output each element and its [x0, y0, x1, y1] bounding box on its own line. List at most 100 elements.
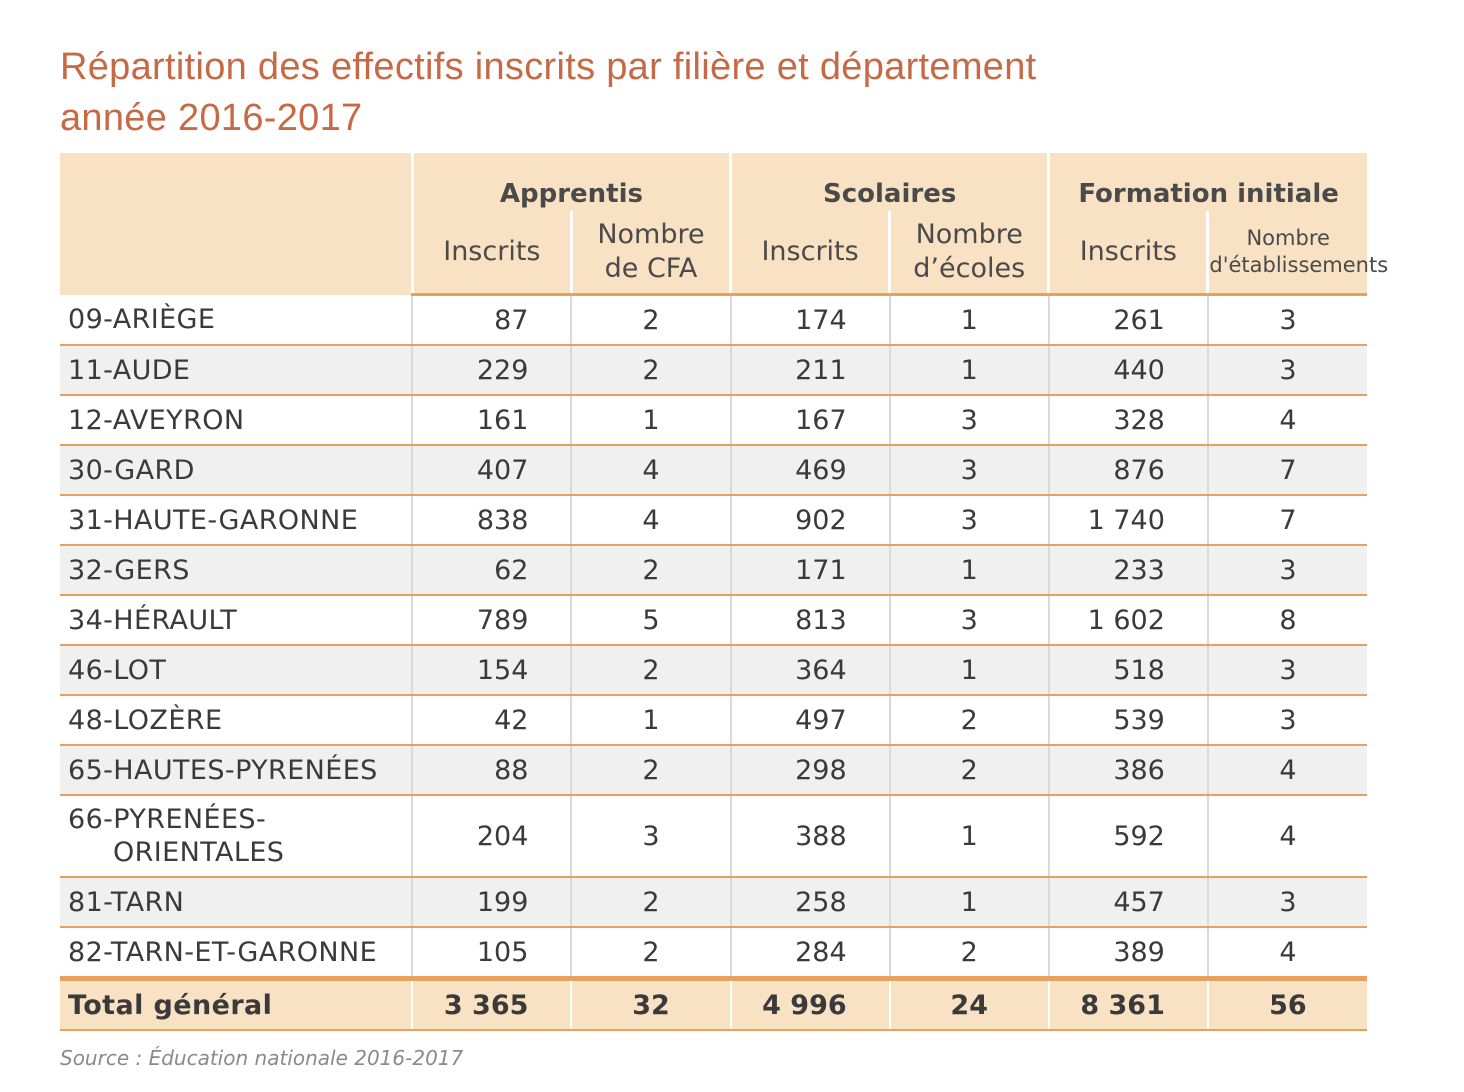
formation-inscrits-cell: 1 740 — [1047, 495, 1208, 546]
scolaires-inscrits-cell: 902 — [729, 495, 890, 546]
nombre-ecoles-cell: 2 — [888, 745, 1049, 796]
department-cell: 34-HÉRAULT — [60, 595, 413, 646]
table-header: Apprentis Scolaires Formation initiale I… — [60, 153, 1389, 296]
title-line-1: Répartition des effectifs inscrits par f… — [60, 46, 1037, 88]
nombre-etablissements-cell: 3 — [1206, 345, 1367, 396]
table-row: 31-HAUTE-GARONNE 838 4 902 3 1 740 7 — [60, 495, 1367, 546]
scolaires-inscrits-cell: 497 — [729, 695, 890, 746]
subheader-apprentis-inscrits: Inscrits — [410, 211, 572, 296]
source-note: Source : Éducation nationale 2016-2017 — [60, 1046, 464, 1070]
total-row: Total général 3 365 32 4 996 24 8 361 56 — [60, 976, 1367, 1031]
department-name: 48-LOZÈRE — [68, 704, 223, 736]
nombre-ecoles-cell: 1 — [888, 795, 1049, 878]
apprentis-inscrits-cell: 154 — [411, 645, 572, 696]
header-corner-cell — [60, 153, 413, 295]
formation-inscrits-cell: 261 — [1047, 294, 1208, 346]
group-header-apprentis: Apprentis — [410, 153, 731, 211]
nombre-cfa-cell: 2 — [570, 294, 731, 346]
department-cell: 09-ARIÈGE — [60, 294, 413, 346]
department-name: 65-HAUTES-PYRENÉES — [68, 754, 378, 786]
department-cell: 32-GERS — [60, 545, 413, 596]
department-cell: 30-GARD — [60, 445, 413, 496]
nombre-etablissements-cell: 3 — [1206, 294, 1367, 346]
nombre-cfa-cell: 2 — [570, 345, 731, 396]
group-header-formation-initiale: Formation initiale — [1047, 153, 1367, 211]
department-cell: 65-HAUTES-PYRENÉES — [60, 745, 413, 796]
table-row: 34-HÉRAULT 789 5 813 3 1 602 8 — [60, 595, 1367, 646]
scolaires-inscrits-cell: 469 — [729, 445, 890, 496]
table-row: 30-GARD 407 4 469 3 876 7 — [60, 445, 1367, 496]
formation-inscrits-cell: 233 — [1047, 545, 1208, 596]
nombre-etablissements-cell: 8 — [1206, 595, 1367, 646]
total-nombre-ecoles: 24 — [888, 976, 1049, 1031]
table-row: 46-LOT 154 2 364 1 518 3 — [60, 645, 1367, 696]
department-cell: 31-HAUTE-GARONNE — [60, 495, 413, 546]
table-row: 48-LOZÈRE 42 1 497 2 539 3 — [60, 695, 1367, 746]
scolaires-inscrits-cell: 211 — [729, 345, 890, 396]
scolaires-inscrits-cell: 388 — [729, 795, 890, 878]
nombre-ecoles-cell: 1 — [888, 877, 1049, 928]
nombre-ecoles-cell: 1 — [888, 345, 1049, 396]
table-row: 81-TARN 199 2 258 1 457 3 — [60, 877, 1367, 928]
scolaires-inscrits-cell: 171 — [729, 545, 890, 596]
total-label: Total général — [60, 976, 413, 1031]
department-name: 66-PYRENÉES- — [68, 804, 267, 835]
nombre-ecoles-cell: 3 — [888, 495, 1049, 546]
apprentis-inscrits-cell: 789 — [411, 595, 572, 646]
department-cell: 82-TARN-ET-GARONNE — [60, 927, 413, 980]
subheader-line: Nombre — [915, 219, 1023, 250]
formation-inscrits-cell: 389 — [1047, 927, 1208, 980]
nombre-cfa-cell: 4 — [570, 495, 731, 546]
nombre-ecoles-cell: 2 — [888, 927, 1049, 980]
apprentis-inscrits-cell: 42 — [411, 695, 572, 746]
nombre-ecoles-cell: 3 — [888, 595, 1049, 646]
department-name: 82-TARN-ET-GARONNE — [68, 936, 378, 968]
nombre-cfa-cell: 2 — [570, 745, 731, 796]
nombre-etablissements-cell: 7 — [1206, 495, 1367, 546]
scolaires-inscrits-cell: 167 — [729, 395, 890, 446]
subheader-scolaires-inscrits: Inscrits — [729, 211, 890, 296]
nombre-etablissements-cell: 4 — [1206, 795, 1367, 878]
subheader-line: d’écoles — [913, 253, 1026, 284]
nombre-cfa-cell: 2 — [570, 877, 731, 928]
apprentis-inscrits-cell: 105 — [411, 927, 572, 980]
department-cell: 81-TARN — [60, 877, 413, 928]
subheader-apprentis-nombre-cfa: Nombre de CFA — [569, 211, 731, 296]
formation-inscrits-cell: 440 — [1047, 345, 1208, 396]
total-nombre-cfa: 32 — [570, 976, 731, 1031]
department-cell: 12-AVEYRON — [60, 395, 413, 446]
table-row: 12-AVEYRON 161 1 167 3 328 4 — [60, 395, 1367, 446]
formation-inscrits-cell: 539 — [1047, 695, 1208, 746]
department-name: 81-TARN — [68, 886, 185, 918]
apprentis-inscrits-cell: 161 — [411, 395, 572, 446]
nombre-etablissements-cell: 4 — [1206, 395, 1367, 446]
department-name: 46-LOT — [68, 654, 167, 686]
nombre-cfa-cell: 5 — [570, 595, 731, 646]
department-name: 31-HAUTE-GARONNE — [68, 504, 359, 536]
department-name: 32-GERS — [68, 554, 190, 586]
subheader-line: d'établissements — [1209, 253, 1389, 277]
nombre-etablissements-cell: 4 — [1206, 927, 1367, 980]
nombre-cfa-cell: 2 — [570, 927, 731, 980]
apprentis-inscrits-cell: 62 — [411, 545, 572, 596]
nombre-ecoles-cell: 2 — [888, 695, 1049, 746]
title-line-2: année 2016-2017 — [60, 97, 363, 139]
total-nombre-etablissements: 56 — [1206, 976, 1367, 1031]
department-cell: 66-PYRENÉES- ORIENTALES — [60, 795, 413, 878]
apprentis-inscrits-cell: 88 — [411, 745, 572, 796]
apprentis-inscrits-cell: 87 — [411, 294, 572, 346]
total-apprentis-inscrits: 3 365 — [411, 976, 572, 1031]
table-row: 65-HAUTES-PYRENÉES 88 2 298 2 386 4 — [60, 745, 1367, 796]
formation-inscrits-cell: 457 — [1047, 877, 1208, 928]
subheader-formation-nombre-etablissements: Nombre d'établissements — [1206, 211, 1389, 296]
nombre-etablissements-cell: 3 — [1206, 695, 1367, 746]
nombre-cfa-cell: 4 — [570, 445, 731, 496]
total-formation-inscrits: 8 361 — [1047, 976, 1208, 1031]
nombre-ecoles-cell: 3 — [888, 395, 1049, 446]
subheader-formation-inscrits: Inscrits — [1047, 211, 1208, 296]
department-cell: 11-AUDE — [60, 345, 413, 396]
nombre-etablissements-cell: 3 — [1206, 877, 1367, 928]
subheader-line: Nombre — [597, 219, 705, 250]
nombre-cfa-cell: 3 — [570, 795, 731, 878]
table-body: 09-ARIÈGE 87 2 174 1 261 3 11-AUDE 229 2… — [60, 294, 1367, 1031]
